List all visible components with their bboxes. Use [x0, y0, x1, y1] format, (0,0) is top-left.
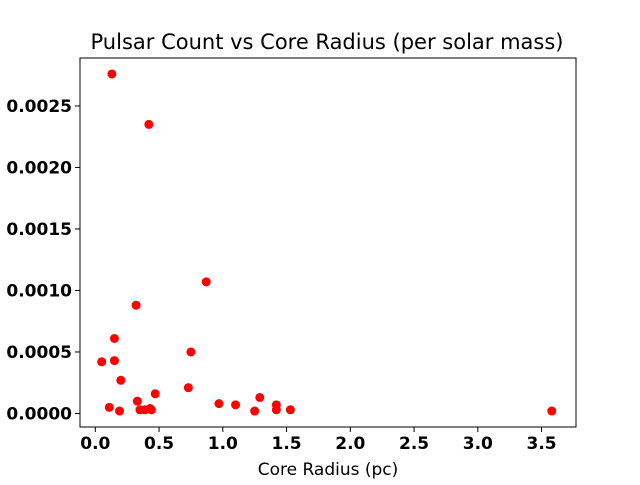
data-point	[183, 383, 193, 393]
data-point	[285, 405, 295, 415]
y-tick-label: 0.0025	[6, 97, 72, 117]
x-axis-label: Core Radius (pc)	[258, 460, 399, 480]
y-tick-label: 0.0005	[6, 343, 72, 363]
data-point	[144, 119, 154, 129]
data-point	[132, 396, 142, 406]
x-tick-label: 2.5	[399, 434, 429, 454]
data-point	[131, 300, 141, 310]
data-point	[214, 399, 224, 409]
data-point	[145, 404, 155, 414]
x-tick-label: 0.0	[80, 434, 110, 454]
data-point	[116, 375, 126, 385]
x-tick-label: 3.0	[463, 434, 493, 454]
data-point	[109, 356, 119, 366]
y-tick-label: 0.0020	[6, 158, 72, 178]
x-axis-ticks: 0.0 0.5 1.0 1.5 2.0 2.5 3.0 3.5	[80, 427, 557, 454]
data-point	[201, 277, 211, 287]
data-point	[150, 389, 160, 399]
data-point	[271, 400, 281, 410]
data-point	[231, 400, 241, 410]
x-tick-label: 0.5	[144, 434, 174, 454]
x-tick-label: 3.5	[527, 434, 557, 454]
chart-title: Pulsar Count vs Core Radius (per solar m…	[91, 30, 564, 54]
data-point	[115, 406, 125, 416]
data-point	[104, 402, 114, 412]
data-point	[255, 392, 265, 402]
data-points	[97, 69, 557, 416]
y-tick-label: 0.0010	[6, 281, 72, 301]
y-axis-ticks: 0.0000 0.0005 0.0010 0.0015 0.0020 0.0025	[6, 97, 80, 424]
y-tick-label: 0.0015	[6, 220, 72, 240]
y-tick-label: 0.0000	[6, 404, 72, 424]
data-point	[97, 357, 107, 367]
data-point	[109, 333, 119, 343]
x-tick-label: 1.5	[271, 434, 301, 454]
x-tick-label: 2.0	[335, 434, 365, 454]
data-point	[107, 69, 117, 79]
data-point	[186, 347, 196, 357]
data-point	[547, 406, 557, 416]
data-point	[250, 406, 260, 416]
plot-frame	[79, 57, 577, 428]
x-tick-label: 1.0	[208, 434, 238, 454]
